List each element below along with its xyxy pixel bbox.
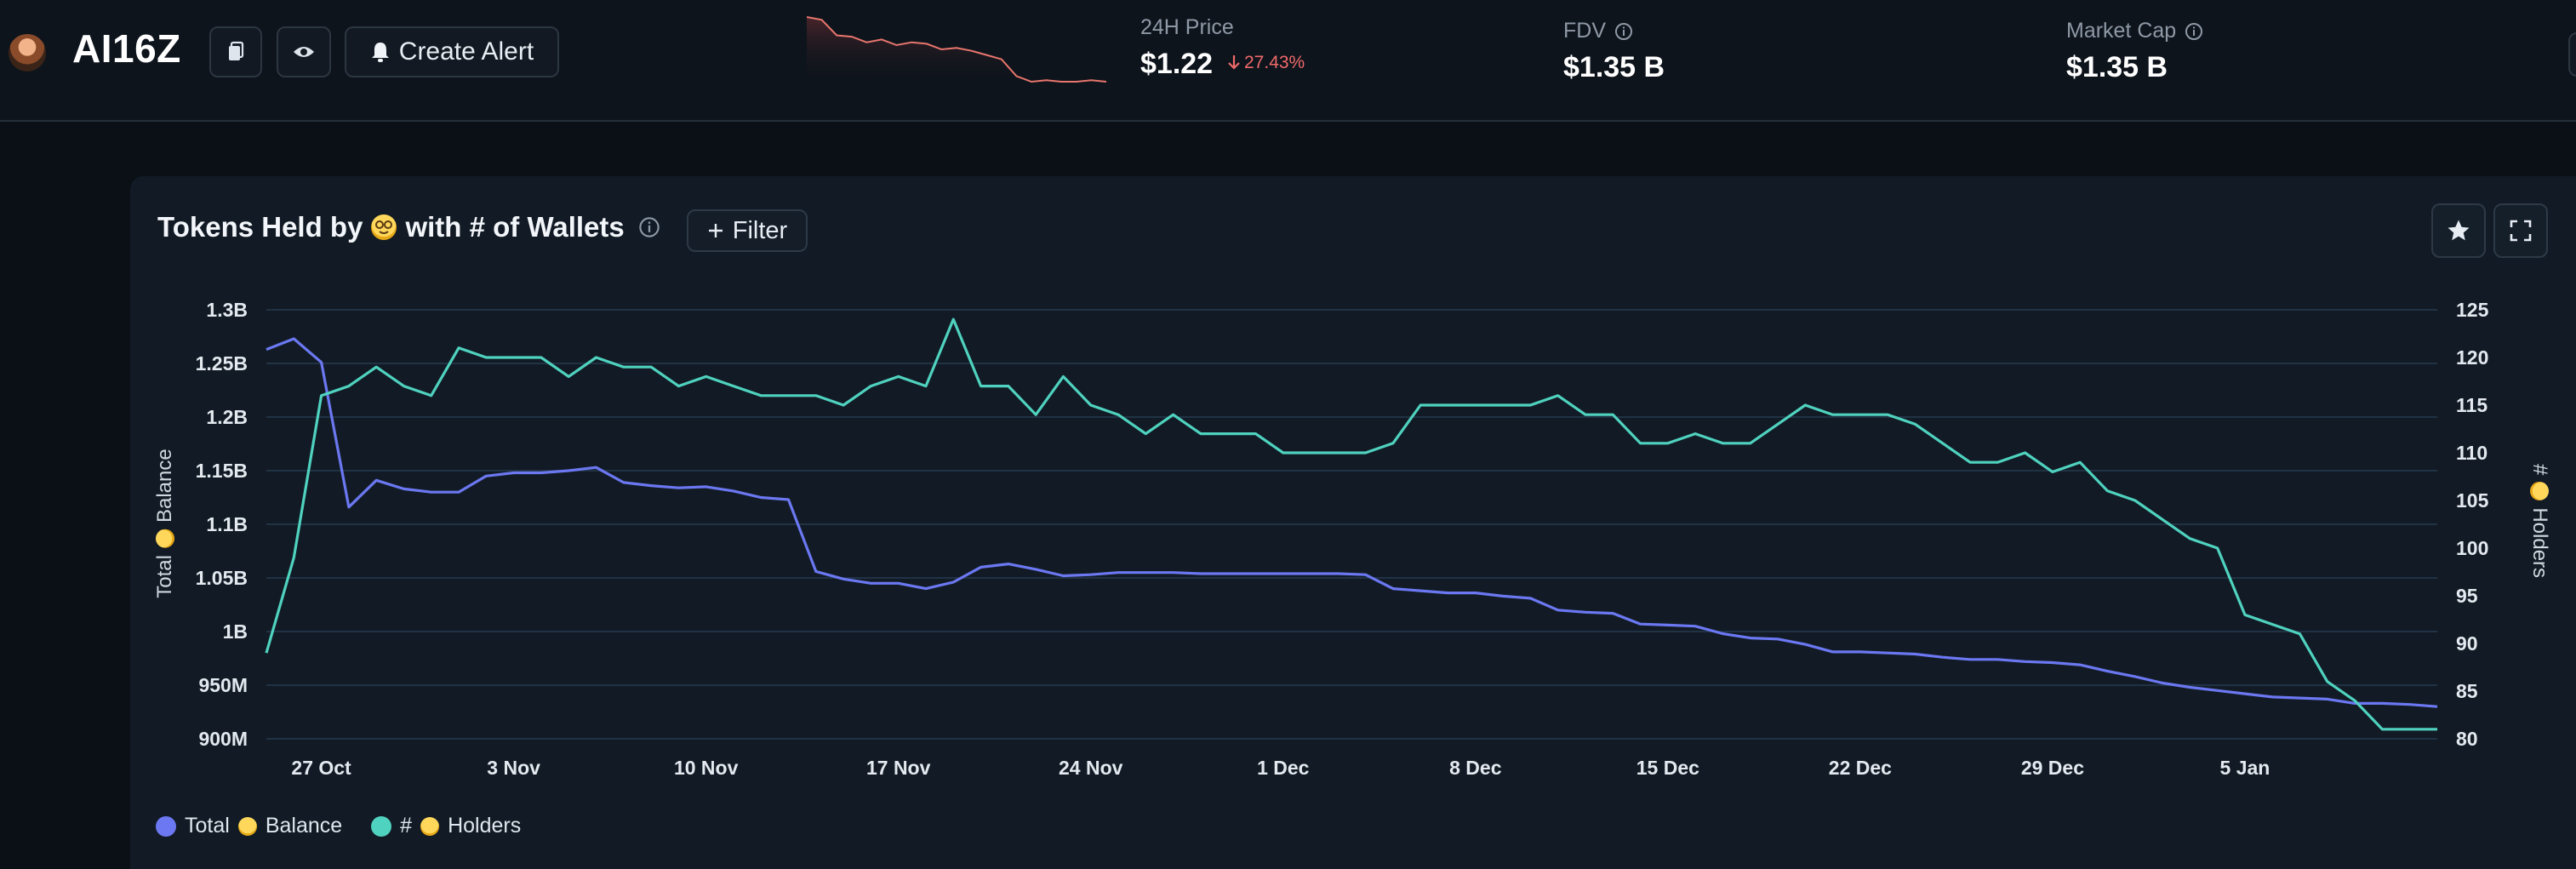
y-right-tick-label: 110 [2456,442,2487,464]
series-line-holders[interactable] [265,317,2437,731]
nerd-emoji-icon [2530,482,2549,501]
legend-label-holders-before: # [400,814,413,838]
nerd-emoji-icon [420,816,440,836]
eye-icon [294,47,314,57]
y-right-tick-label: 90 [2456,632,2478,655]
info-icon[interactable] [638,216,660,238]
panel-title-before: Tokens Held by [157,211,363,243]
x-tick-label: 5 Jan [2220,757,2270,779]
token-header: AI16Z Create Alert 24H Price $1.22 [0,0,2576,122]
token-name: AI16Z [72,26,181,71]
copy-icon [229,41,244,60]
create-alert-label: Create Alert [398,37,534,66]
price-sparkline [807,16,1106,85]
panel-title-after: with # of Wallets [405,211,625,243]
panel-title: Tokens Held by with # of Wallets [157,211,660,243]
create-alert-button[interactable]: Create Alert [345,26,559,77]
sparkline-line [807,16,1106,83]
copy-button[interactable] [209,26,262,77]
x-tick-label: 1 Dec [1257,757,1310,779]
sparkline-area [807,17,1106,85]
x-tick-label: 24 Nov [1059,757,1123,779]
legend-label-balance-after: Balance [265,814,343,838]
y-right-tick-label: 115 [2456,394,2487,416]
x-tick-label: 17 Nov [866,757,931,779]
legend-item-balance[interactable]: Total Balance [156,814,342,838]
left-axis-title-after: Balance [153,449,176,523]
expand-icon [2510,220,2532,242]
bell-icon [371,43,389,62]
market-cap-value: $1.35 B [2066,51,2168,83]
y-left-tick-label: 1.2B [206,406,248,428]
plus-icon [708,224,723,237]
left-axis-title: Total Balance [153,449,177,597]
y-right-tick-label: 80 [2456,728,2478,750]
legend-item-holders[interactable]: # Holders [371,814,521,838]
right-axis-title-after: Holders [2528,507,2551,579]
x-tick-label: 29 Dec [2021,757,2084,779]
x-tick-label: 27 Oct [291,757,351,779]
left-axis-title-before: Total [153,555,176,598]
filter-label: Filter [732,216,788,244]
market-cap-label-text: Market Cap [2066,19,2177,43]
x-tick-label: 3 Nov [487,757,540,779]
star-icon [2447,220,2470,241]
fdv-label: FDV [1563,19,1633,43]
legend-swatch-holders [371,815,392,837]
nerd-emoji-icon [371,214,397,240]
x-tick-label: 22 Dec [1829,757,1892,779]
price-label: 24H Price [1140,15,1234,39]
legend-label-holders-after: Holders [448,814,522,838]
y-left-tick-label: 1.15B [196,460,248,482]
watch-button[interactable] [277,26,331,77]
y-left-tick-label: 1.1B [206,513,248,535]
market-cap-label: Market Cap [2066,19,2203,43]
y-left-tick-label: 1.05B [196,567,248,589]
y-left-tick-label: 1.3B [206,299,248,321]
right-axis-title: # Holders [2527,464,2551,578]
fullscreen-button[interactable] [2493,203,2548,258]
x-tick-label: 15 Dec [1636,757,1699,779]
right-axis-title-before: # [2528,463,2551,476]
price-value: $1.22 [1140,48,1214,80]
y-right-tick-label: 105 [2456,489,2489,512]
x-tick-label: 10 Nov [674,757,739,779]
favorite-button[interactable] [2431,203,2486,258]
info-icon[interactable] [2185,22,2203,41]
chart-legend: Total Balance # Holders [156,814,550,838]
y-right-tick-label: 85 [2456,680,2478,702]
info-icon[interactable] [1614,22,1633,41]
y-right-tick-label: 95 [2456,585,2478,607]
tokens-held-chart: 1.3B 1.25B 1.2B 1.15B 1.1B 1.05B 1B 950M 900M 125… [196,299,2489,779]
legend-label-balance-before: Total [185,814,230,838]
price-change-value: 27.43% [1244,53,1305,72]
y-left-tick-label: 950M [198,674,248,696]
y-left-tick-label: 1B [223,620,248,643]
y-right-tick-label: 125 [2456,299,2489,321]
price-change: 27.43% [1227,53,1305,73]
overflow-button[interactable] [2568,32,2576,77]
series-line-balance[interactable] [266,337,2438,708]
nerd-emoji-icon [156,529,174,549]
token-avatar [9,34,46,71]
y-left-tick-label: 900M [198,728,248,750]
legend-swatch-balance [156,815,176,837]
arrow-down-icon [1228,55,1240,70]
y-left-tick-label: 1.25B [196,352,248,374]
filter-button[interactable]: Filter [687,209,808,252]
y-right-tick-label: 100 [2456,537,2488,559]
fdv-value: $1.35 B [1563,51,1665,83]
nerd-emoji-icon [237,816,257,836]
y-right-tick-label: 120 [2456,346,2488,369]
x-tick-label: 8 Dec [1449,757,1502,779]
fdv-label-text: FDV [1563,19,1606,43]
